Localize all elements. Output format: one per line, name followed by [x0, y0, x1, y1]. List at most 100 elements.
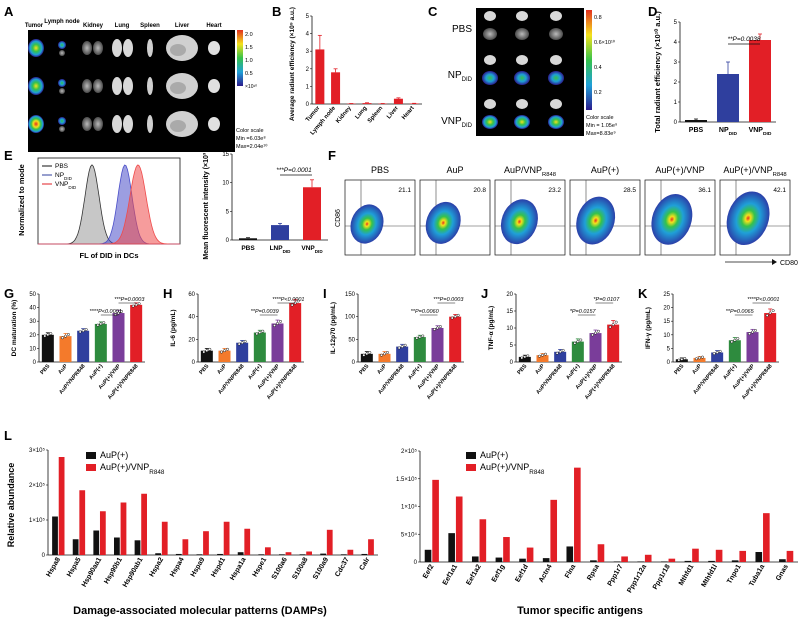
panel-k-data-point [677, 358, 681, 362]
panel-e-bar [271, 225, 289, 240]
heart [208, 117, 220, 131]
panel-h-data-point [226, 347, 229, 351]
panel-l-tsa-y-tick-label: 1×10⁵ [401, 504, 418, 511]
panel-l-tsa-bar [542, 558, 550, 562]
panel-k-y-tick-label: 0 [667, 360, 671, 366]
panel-e-category-label: VNPDID [301, 245, 323, 254]
panel-l-tsa-bar [739, 550, 747, 562]
panel-g-y-tick-label: 50 [29, 292, 36, 298]
panel-l-tsa-bar [715, 549, 723, 562]
panel-l-damps-category-label: S100a8 [291, 556, 309, 580]
panel-l-tsa-category-label: Actn4 [538, 563, 554, 583]
panel-l-legend-main: AuP(+)/VNP [480, 462, 529, 472]
panel-l-tsa-y-tick-label: 1.5×10⁵ [396, 476, 418, 483]
panel-i-y-tick-label: 50 [348, 337, 355, 343]
panel-k-data-point [715, 351, 719, 354]
panel-d-y-tick-label: 5 [674, 20, 678, 26]
panel-h-data-point [258, 331, 262, 334]
panel-b-category-label: Lung [355, 105, 369, 120]
panel-d-category-label: NPDID [719, 127, 738, 137]
panel-c-organ [484, 11, 496, 21]
lung [112, 39, 122, 57]
panel-c-tumor-dark [483, 28, 497, 40]
panel-k-data-point [712, 352, 716, 356]
panel-j-category-label: AuP(+) [565, 363, 581, 381]
panel-l-damps-bar [285, 552, 292, 555]
lymph-organ [59, 126, 65, 132]
panel-d-bar [717, 74, 739, 122]
panel-i-bar [378, 353, 391, 362]
panel-g-data-point [102, 321, 106, 325]
panel-l-damps-bar [361, 553, 368, 555]
panel-j-y-tick-label: 5 [510, 343, 514, 349]
panel-c-colorbar-tick: 0.8 [594, 15, 602, 21]
panel-c-group-label: PBS [452, 24, 472, 35]
panel-h-bar [271, 323, 284, 362]
panel-g-y-tick-label: 40 [29, 306, 36, 312]
panel-k-data-point [680, 357, 684, 361]
panel-g-bar [94, 323, 107, 362]
panel-f-value: 42.1 [773, 187, 786, 194]
panel-l-damps-bar [114, 537, 120, 555]
panel-i-data-point [421, 334, 425, 338]
panel-l-tsa-bar [471, 556, 479, 562]
panel-k-bar [693, 357, 706, 362]
panel-a-colorbar [237, 30, 243, 86]
panel-h-data-point [261, 329, 265, 333]
panel-l-legend-label: AuP(+)/VNPR848 [480, 462, 545, 476]
panel-j-data-point [555, 351, 559, 355]
panel-b-label: B [272, 4, 281, 19]
panel-l-damps-y-tick-label: 3×10⁵ [29, 447, 46, 454]
panel-e-bar [303, 187, 321, 240]
panel-j-data-point [611, 323, 615, 327]
panel-l-damps-bar [58, 457, 65, 555]
panel-l-damps-category-label: Hspa8 [45, 556, 62, 578]
panel-f-x-arrowhead [772, 259, 777, 265]
panel-i-category-label: AuP(+) [407, 363, 423, 381]
panel-j-data-point [523, 355, 527, 359]
panel-i-bar [431, 328, 444, 362]
kidney [82, 117, 92, 131]
panel-d-y-tick-label: 4 [674, 40, 678, 46]
panel-d-y-tick-label: 2 [674, 80, 678, 86]
panel-c-tumor-dark [515, 28, 529, 40]
panel-l-damps-bar [161, 521, 168, 555]
panel-g-data-point [96, 323, 100, 327]
panel-l-legend-swatch-red [86, 464, 96, 471]
panel-l-tsa-bar [708, 560, 715, 562]
heart [208, 79, 220, 93]
panel-i-data-point [418, 335, 422, 339]
panel-h-data-point [223, 349, 226, 353]
panel-k-data-point [718, 349, 722, 353]
panel-b-bar [331, 72, 341, 104]
panel-l-tsa-category-label: Eef2 [422, 563, 436, 579]
organ-title: Spleen [140, 23, 160, 29]
panel-l-legend-sub: R848 [529, 469, 545, 476]
panel-a-scale-max: Max=2.04e¹⁰ [236, 143, 268, 150]
panel-i-data-point [403, 343, 407, 347]
panel-e-y-tick-label: 10 [222, 181, 229, 187]
lymph-organ [59, 50, 65, 56]
panel-g-bar [130, 304, 143, 362]
panel-f-group-main: PBS [371, 165, 389, 175]
panel-l-tsa-category-label: Ppp1r18 [652, 563, 672, 591]
panel-l-tsa-category-label: Eef1a1 [442, 563, 459, 586]
panel-k-label: K [638, 286, 648, 301]
panel-c-label: C [428, 4, 438, 19]
panel-j-data-point [594, 331, 597, 335]
panel-l-damps-y-tick-label: 1×10⁵ [29, 517, 46, 524]
panel-h-y-tick-label: 0 [192, 360, 196, 366]
panel-l-tsa-y-tick-label: 0 [414, 560, 418, 566]
panel-h-data-point [279, 319, 282, 323]
panel-i-y-tick-label: 150 [345, 292, 356, 298]
panel-g-data-point [78, 330, 82, 334]
panel-k-bar [728, 340, 741, 362]
panel-l-damps-bar [93, 530, 100, 555]
colorbar-tick: 0.5 [245, 71, 253, 77]
panel-l-damps-bar [182, 539, 189, 555]
panel-e-category-sub: DID [283, 249, 292, 254]
panel-l-damps-bar [79, 490, 86, 555]
panel-l-tsa-bar [479, 519, 487, 562]
